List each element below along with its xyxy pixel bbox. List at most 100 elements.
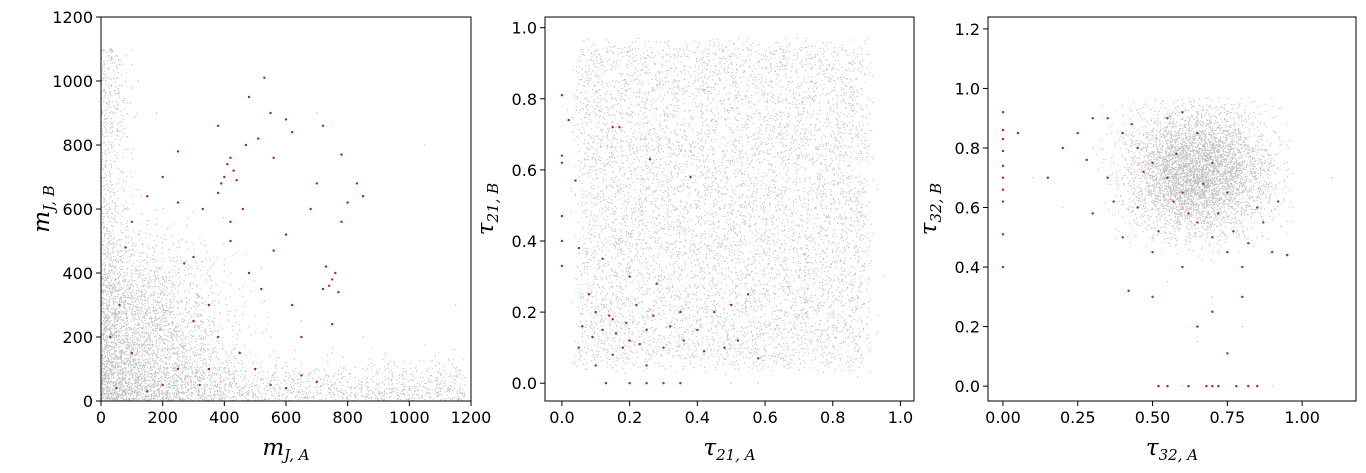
- background-point: [112, 393, 115, 396]
- background-point: [124, 362, 126, 364]
- background-point: [130, 382, 132, 385]
- background-point: [186, 376, 188, 378]
- background-point: [170, 347, 173, 349]
- background-point: [245, 394, 247, 396]
- background-point: [143, 333, 146, 335]
- background-point: [126, 291, 128, 293]
- background-point: [179, 283, 181, 285]
- background-point: [111, 324, 113, 326]
- background-point: [201, 261, 203, 263]
- background-point: [108, 77, 110, 79]
- background-point: [189, 285, 191, 287]
- background-point: [437, 391, 439, 393]
- background-point: [227, 395, 229, 397]
- background-point: [147, 244, 150, 247]
- background-point: [427, 378, 429, 380]
- background-point: [106, 103, 108, 105]
- background-point: [121, 345, 123, 347]
- background-point: [182, 331, 184, 333]
- background-point: [275, 371, 277, 373]
- background-point: [184, 387, 186, 389]
- background-point: [102, 368, 104, 370]
- background-point: [333, 393, 336, 395]
- background-point: [221, 371, 224, 373]
- background-point: [113, 266, 115, 268]
- background-point: [244, 386, 246, 389]
- background-point: [103, 239, 105, 241]
- background-point: [126, 359, 128, 361]
- background-point: [198, 357, 201, 359]
- background-point: [103, 77, 105, 79]
- background-point: [145, 338, 148, 340]
- background-point: [163, 342, 165, 344]
- background-point: [157, 351, 159, 353]
- background-point: [103, 344, 106, 346]
- background-point: [194, 306, 196, 308]
- background-point: [199, 357, 201, 359]
- background-point: [101, 109, 103, 111]
- background-point: [402, 367, 404, 370]
- background-point: [251, 385, 253, 387]
- background-point: [160, 321, 162, 323]
- background-point: [144, 362, 146, 364]
- background-point: [108, 308, 110, 310]
- background-point: [392, 388, 394, 391]
- background-point: [171, 397, 173, 399]
- background-point: [119, 249, 121, 251]
- background-point: [323, 383, 325, 385]
- background-point: [202, 370, 204, 372]
- background-point: [264, 389, 266, 391]
- background-point: [158, 317, 160, 319]
- background-point: [107, 238, 109, 240]
- background-point: [145, 385, 147, 387]
- background-point: [167, 329, 169, 331]
- background-point: [102, 49, 104, 51]
- background-point: [133, 333, 135, 335]
- background-point: [137, 349, 139, 351]
- background-point: [109, 381, 111, 383]
- background-point: [183, 269, 185, 271]
- background-point: [316, 383, 318, 385]
- background-point: [157, 293, 160, 295]
- background-point: [218, 368, 220, 370]
- background-point: [174, 296, 176, 298]
- background-point: [102, 273, 105, 275]
- background-point: [135, 363, 137, 365]
- background-point: [142, 359, 144, 361]
- background-point: [139, 326, 141, 328]
- background-point: [243, 301, 245, 303]
- background-point: [189, 387, 191, 390]
- background-point: [104, 357, 106, 359]
- background-point: [117, 395, 120, 397]
- background-point: [244, 375, 246, 377]
- background-point: [120, 319, 122, 321]
- background-point: [462, 388, 464, 390]
- background-point: [102, 308, 104, 310]
- background-point: [118, 283, 120, 285]
- background-point: [180, 344, 182, 346]
- background-point: [128, 296, 130, 298]
- background-point: [173, 257, 175, 259]
- background-point: [107, 359, 109, 361]
- background-point: [395, 392, 397, 394]
- background-point: [350, 373, 352, 375]
- background-point: [131, 368, 133, 370]
- background-point: [370, 398, 373, 400]
- background-point: [205, 258, 207, 260]
- background-point: [145, 331, 147, 334]
- background-point: [134, 268, 136, 270]
- background-point: [456, 373, 458, 375]
- background-point: [105, 254, 107, 256]
- background-point: [211, 367, 213, 369]
- background-point: [165, 320, 167, 322]
- background-point: [225, 303, 227, 306]
- background-point: [147, 344, 149, 346]
- background-point: [111, 348, 113, 350]
- background-point: [205, 300, 207, 302]
- background-point: [120, 313, 122, 315]
- background-point: [261, 302, 263, 304]
- background-point: [115, 327, 117, 329]
- background-point: [163, 355, 165, 357]
- background-point: [124, 97, 126, 99]
- background-point: [134, 371, 136, 373]
